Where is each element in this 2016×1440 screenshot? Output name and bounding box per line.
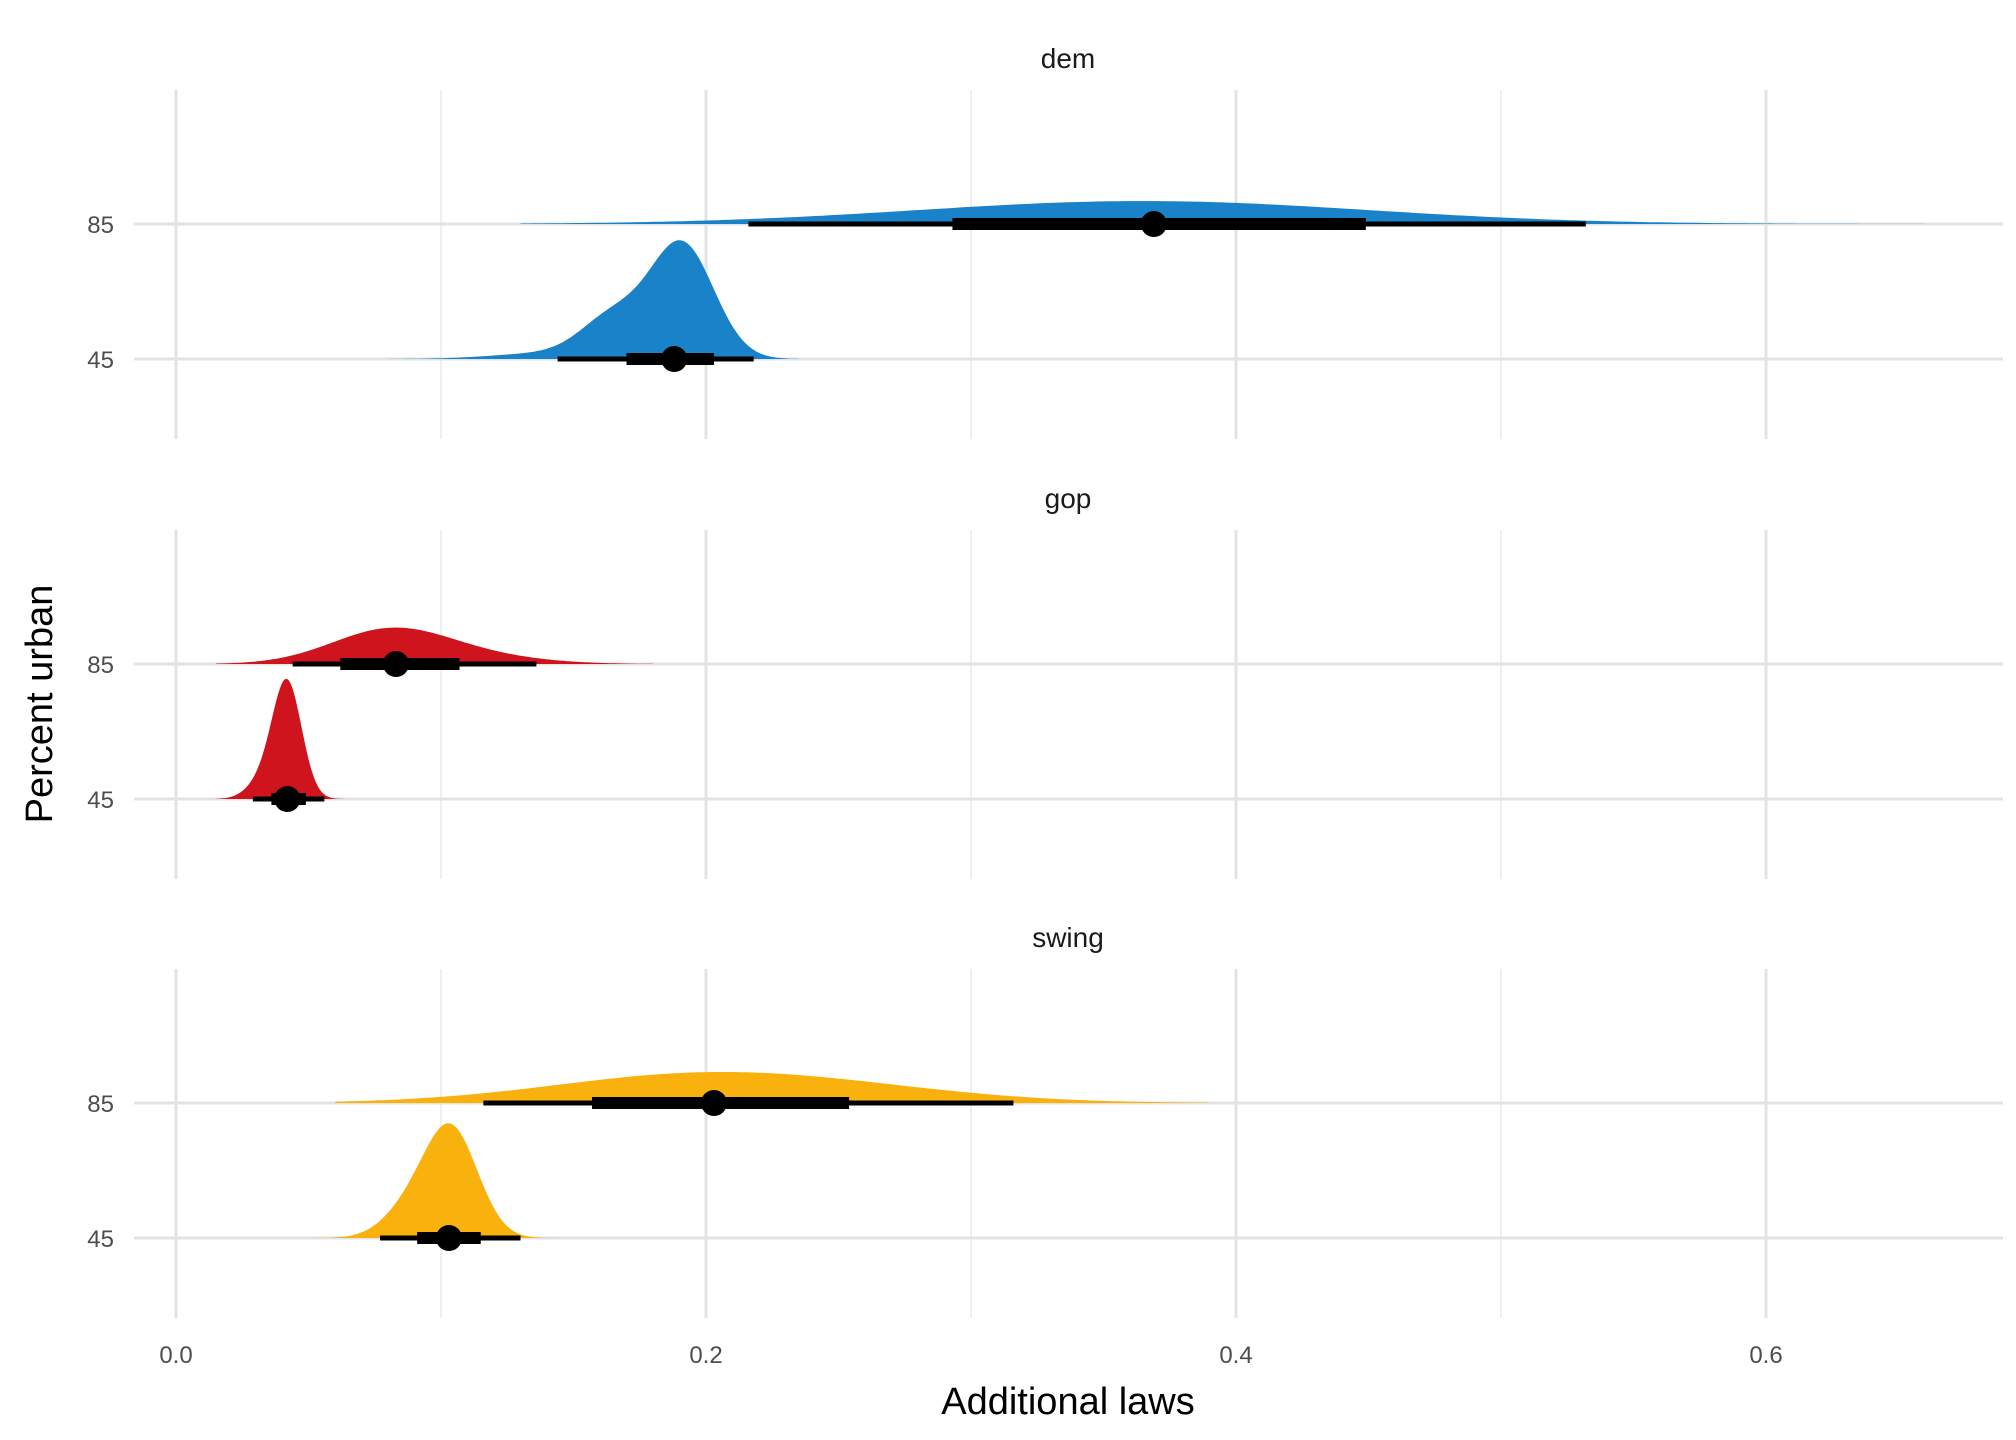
x-tick-label: 0.4 — [1219, 1342, 1252, 1369]
y-axis-title: Percent urban — [19, 585, 61, 824]
median-point — [274, 786, 301, 812]
median-point — [700, 1090, 727, 1116]
density-dem-45 — [388, 240, 799, 359]
y-tick-label: 45 — [87, 1226, 114, 1253]
panel-strip-label: gop — [1045, 483, 1092, 514]
panel-strip-label: swing — [1032, 922, 1104, 953]
x-tick-label: 0.0 — [159, 1342, 192, 1369]
x-axis-title: Additional laws — [941, 1381, 1194, 1423]
panel-dem: dem 85 45 — [87, 43, 2003, 439]
x-axis-ticks: 0.0 0.2 0.4 0.6 — [159, 1342, 1782, 1369]
x-tick-label: 0.6 — [1749, 1342, 1782, 1369]
density-dem-85 — [520, 201, 1925, 224]
density-swing-45 — [308, 1123, 569, 1238]
median-point — [1140, 211, 1167, 237]
panel-gop: gop 85 45 — [87, 483, 2003, 879]
x-tick-label: 0.2 — [689, 1342, 722, 1369]
panels: dem 85 45 gop 85 45 swing 85 45 — [87, 43, 2003, 1318]
median-point — [382, 651, 409, 677]
y-tick-label: 45 — [87, 787, 114, 814]
y-tick-label: 85 — [87, 1091, 114, 1118]
panel-strip-label: dem — [1041, 43, 1095, 74]
y-tick-label: 85 — [87, 652, 114, 679]
median-point — [435, 1225, 462, 1251]
y-tick-label: 85 — [87, 212, 114, 239]
median-point — [661, 346, 688, 372]
density-gop-45 — [215, 678, 349, 799]
panel-swing: swing 85 45 — [87, 922, 2003, 1318]
density-gop-85 — [215, 627, 653, 664]
density-swing-85 — [335, 1072, 1210, 1103]
y-tick-label: 45 — [87, 347, 114, 374]
